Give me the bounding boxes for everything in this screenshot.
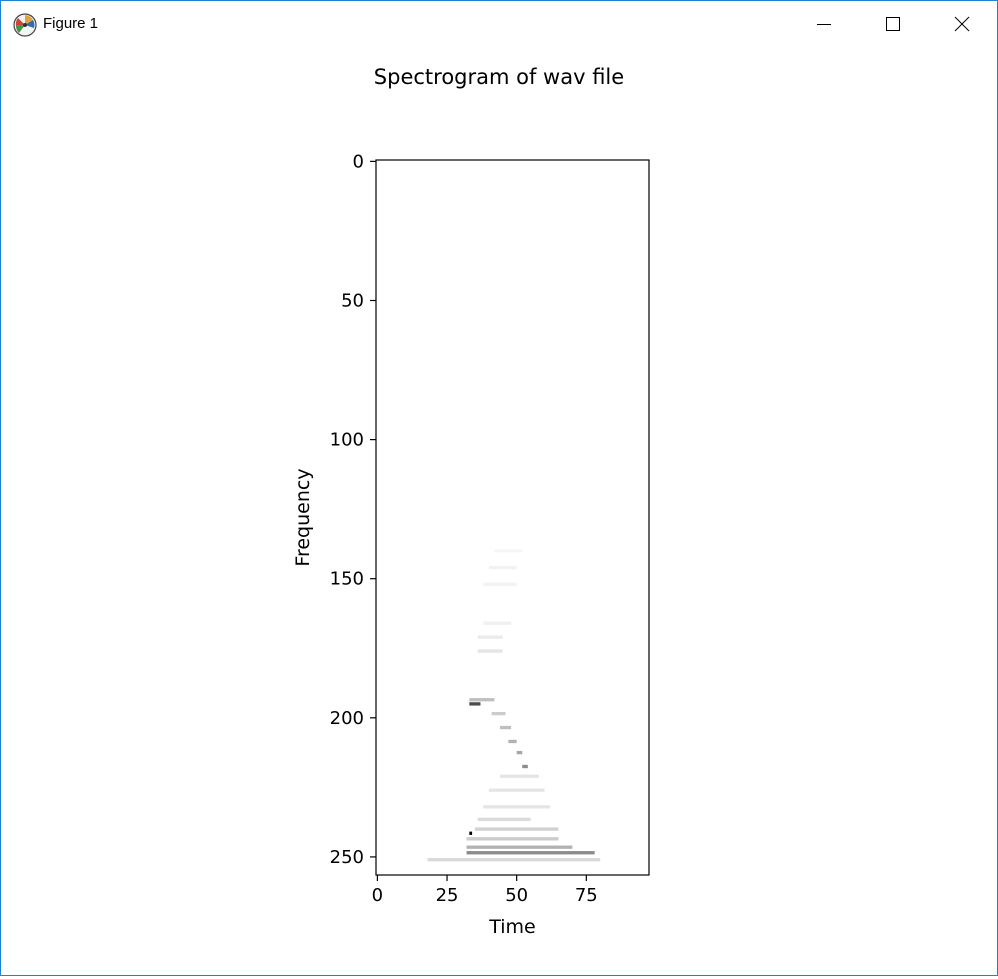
spectrogram-band-14	[491, 711, 506, 716]
y-tick-label: 0	[353, 151, 364, 172]
spectrogram-band-17	[477, 649, 503, 653]
spectrogram-band-5	[474, 827, 559, 831]
spectrogram-band-22	[494, 549, 523, 553]
close-icon	[954, 16, 970, 32]
spectrogram-band-10	[522, 764, 528, 769]
minimize-button[interactable]	[789, 1, 859, 47]
axes-frame	[375, 159, 650, 876]
x-tick-label: 50	[505, 885, 528, 906]
spectrogram-band-7	[483, 805, 551, 809]
spectrogram-band-6	[477, 817, 531, 822]
spectrogram-band-1	[466, 851, 595, 855]
minimize-icon	[817, 24, 831, 25]
maximize-icon	[886, 17, 900, 31]
spectrogram-band-0	[427, 858, 601, 862]
y-tick-label: 150	[330, 569, 364, 590]
spectrogram-band-21	[488, 565, 517, 570]
y-axis-label: Frequency	[292, 468, 314, 566]
spectrogram-band-16	[469, 698, 495, 702]
spectrogram-band-3	[466, 837, 559, 841]
y-tick-label: 50	[341, 290, 364, 311]
x-tick-label: 75	[575, 885, 598, 906]
spectrogram-band-15	[469, 702, 481, 706]
y-tick-label: 250	[330, 847, 364, 868]
spectrogram-band-20	[483, 582, 517, 586]
y-axis: 0 50 100 150 200 250	[330, 151, 376, 868]
figure-canvas: Spectrogram of wav file 0 25 50 75 0 50 100 15…	[1, 47, 997, 975]
spectrogram-band-12	[508, 739, 517, 744]
spectrogram-band-11	[516, 750, 523, 755]
window-title: Figure 1	[43, 15, 99, 32]
matplotlib-icon	[13, 13, 37, 37]
y-tick-label: 200	[330, 708, 364, 729]
x-axis: 0 25 50 75	[372, 875, 598, 906]
y-tick-label: 100	[330, 430, 364, 451]
spectrogram-band-8	[488, 788, 545, 792]
spectrogram-band-2	[466, 845, 573, 849]
x-axis-label: Time	[488, 916, 536, 938]
x-tick-label: 25	[436, 885, 459, 906]
spectrogram-image	[427, 549, 601, 862]
spectrogram-band-4	[469, 831, 473, 835]
spectrogram-chart: Spectrogram of wav file 0 25 50 75 0 50 100 15…	[292, 65, 650, 938]
close-button[interactable]	[927, 1, 997, 47]
spectrogram-band-19	[483, 621, 512, 625]
spectrogram-band-9	[499, 774, 539, 778]
title-bar[interactable]: Figure 1	[1, 1, 997, 47]
spectrogram-band-18	[477, 635, 503, 639]
x-tick-label: 0	[372, 885, 383, 906]
maximize-button[interactable]	[858, 1, 928, 47]
chart-title: Spectrogram of wav file	[374, 65, 624, 89]
spectrogram-band-13	[499, 725, 512, 730]
